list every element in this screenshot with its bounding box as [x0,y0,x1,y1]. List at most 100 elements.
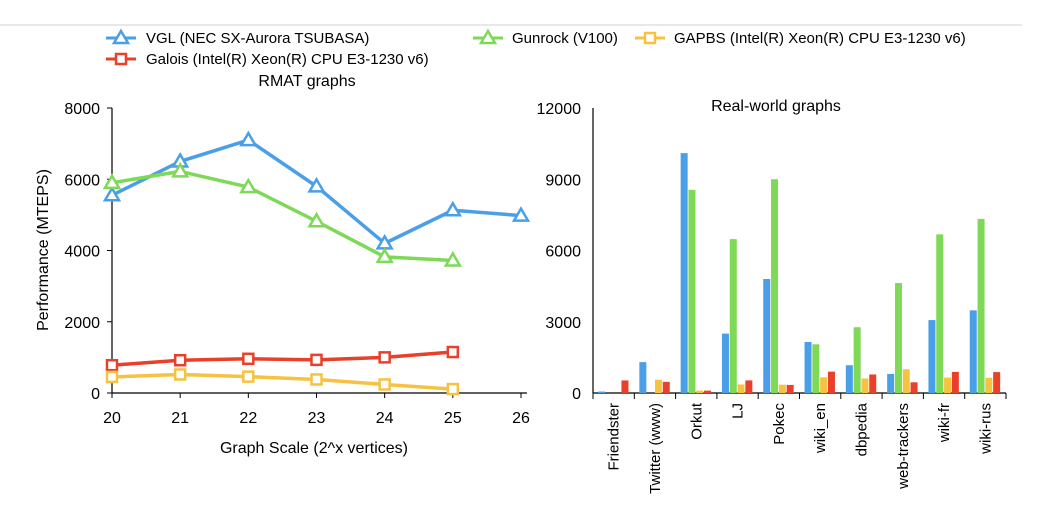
rmat-point-gunrock [239,177,258,194]
bar-wiki-rus-vgl [969,310,977,393]
rmat-line-galois [111,350,453,367]
realworld-category-label: LJ [730,403,747,419]
bar-web-trackers-galois [910,382,918,393]
legend-entry-gapbs: GAPBS (Intel(R) Xeon(R) CPU E3-1230 v6) [635,30,966,47]
rmat-y-tick-label: 8000 [64,101,100,118]
bar-twitter-www-gapbs [654,379,662,393]
legend: VGL (NEC SX-Aurora TSUBASA) Gunrock (V10… [106,28,966,68]
rmat-x-tick-label: 26 [512,410,530,427]
rmat-series-galois [105,345,460,372]
bar-pokec-gapbs [778,384,786,393]
rmat-point-gunrock [443,250,463,267]
rmat-y-axis-label: Performance (MTEPS) [35,169,52,331]
bar-wiki-rus-gapbs [985,377,993,393]
bar-wiki-fr-gapbs [944,377,952,393]
rmat-axes: 0 2000 4000 6000 8000 20 21 22 23 24 25 26 [64,101,530,427]
bar-web-trackers-gunrock [894,283,902,393]
rmat-point-vgl [239,130,258,147]
rmat-y-tick-label: 6000 [64,172,100,189]
bar-orkut-galois [704,390,712,393]
rmat-point-gunrock [102,173,122,190]
rmat-x-tick-label: 21 [171,410,189,427]
rmat-x-axis-label: Graph Scale (2^x vertices) [220,440,408,457]
bar-web-trackers-vgl [887,374,895,393]
rmat-point-gunrock [375,247,394,264]
rmat-x-tick-label: 20 [103,410,121,427]
rmat-x-tick-label: 22 [239,410,257,427]
rmat-x-tick-label: 25 [444,410,462,427]
realworld-chart-title: Real-world graphs [711,98,841,115]
rmat-line-chart: RMAT graphs Performance (MTEPS) Graph Sc… [35,73,531,457]
legend-label-gunrock: Gunrock (V100) [512,30,618,47]
bar-orkut-gapbs [696,390,704,393]
realworld-category-label: Twitter (www) [647,403,664,494]
bar-lj-gapbs [737,384,745,393]
legend-entry-vgl: VGL (NEC SX-Aurora TSUBASA) [106,28,369,47]
bar-web-trackers-gapbs [902,369,910,393]
bar-dbpedia-gunrock [853,327,861,393]
realworld-category-label: dbpedia [853,402,870,456]
rmat-y-tick-label: 4000 [64,244,100,261]
bar-pokec-vgl [763,279,771,393]
rmat-y-tick-label: 0 [91,386,100,403]
rmat-point-gapbs [378,378,391,391]
bar-wiki-en-vgl [804,341,812,393]
rmat-series-vgl [102,130,531,250]
rmat-point-gapbs [173,368,187,381]
bar-wiki-en-galois [827,371,835,393]
bar-wiki-en-gunrock [812,344,820,393]
bar-lj-vgl [721,333,729,393]
bar-friendster-vgl [598,391,606,393]
realworld-category-label: Orkut [688,402,705,440]
rmat-point-galois [378,351,391,364]
bar-wiki-en-gapbs [820,377,828,393]
realworld-axes: 0 3000 6000 9000 12000 Friendster Twitter (www… [537,101,1007,494]
realworld-category-label: wiki_en [812,403,829,454]
realworld-category-label: Pokec [771,403,788,445]
realworld-bar-chart: Real-world graphs 0 3000 6000 9000 12000 Frie… [537,98,1007,494]
bar-wiki-rus-galois [993,372,1001,393]
legend-marker-gunrock [478,28,498,45]
legend-marker-gapbs [643,31,657,45]
rmat-y-tick-label: 2000 [64,315,100,332]
realworld-category-label: wiki-fr [936,403,953,443]
rmat-line-gunrock [111,169,453,263]
rmat-line-gapbs [111,372,453,391]
realworld-bars [598,153,1001,393]
rmat-point-vgl [307,176,326,193]
bar-lj-galois [745,380,753,393]
rmat-point-galois [105,358,119,372]
rmat-x-tick-label: 23 [308,410,326,427]
realworld-y-tick-label: 12000 [537,101,582,118]
bar-wiki-fr-gunrock [936,234,944,393]
bar-pokec-galois [786,384,794,393]
realworld-y-tick-label: 6000 [545,244,581,261]
realworld-category-label: wiki-rus [977,403,994,455]
rmat-point-galois [242,352,255,366]
realworld-y-tick-label: 3000 [545,315,581,332]
rmat-point-vgl [443,200,463,217]
rmat-series-gapbs [105,368,460,396]
bar-dbpedia-gapbs [861,378,869,393]
rmat-series [102,130,531,396]
rmat-chart-title: RMAT graphs [258,73,355,90]
legend-label-vgl: VGL (NEC SX-Aurora TSUBASA) [146,30,369,47]
bar-wiki-fr-vgl [928,320,936,393]
realworld-category-label: web-trackers [895,403,912,490]
rmat-point-gapbs [446,382,460,396]
bar-friendster-galois [621,380,629,393]
bar-dbpedia-vgl [845,365,853,393]
realworld-y-tick-label: 9000 [545,172,581,189]
rmat-point-gunrock [307,211,326,228]
realworld-y-tick-label: 0 [572,386,581,403]
legend-entry-galois: Galois (Intel(R) Xeon(R) CPU E3-1230 v6) [106,51,429,68]
rmat-point-gunrock [170,161,190,178]
rmat-point-galois [310,353,323,367]
bar-lj-gunrock [729,239,737,393]
bar-pokec-gunrock [771,179,779,393]
bar-orkut-vgl [680,153,688,393]
rmat-point-galois [173,353,187,367]
rmat-point-galois [446,345,460,359]
bar-twitter-www-vgl [639,362,647,393]
